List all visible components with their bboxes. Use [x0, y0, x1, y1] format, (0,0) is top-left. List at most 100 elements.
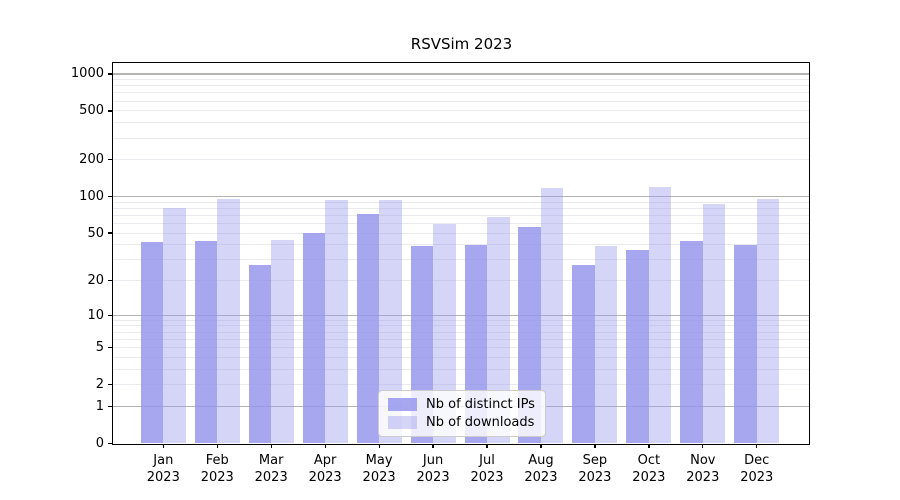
gridline-y-300 [113, 137, 809, 139]
gridline-y-5 [113, 347, 809, 348]
x-tick-nov [702, 443, 704, 448]
bar-nb-of-downloads-dec [756, 198, 780, 444]
bar-nb-of-distinct-ips-oct [626, 250, 649, 444]
bar-nb-of-distinct-ips-mar [248, 265, 272, 444]
chart-title: RSVSim 2023 [410, 35, 513, 53]
bar-nb-of-distinct-ips-apr [302, 233, 326, 444]
y-tick-label-50: 50 [87, 225, 104, 241]
bar-nb-of-downloads-jun [433, 224, 456, 444]
x-tick-may [378, 443, 380, 448]
gridline-y-10 [113, 314, 809, 316]
gridline-y-800 [113, 85, 809, 87]
x-tick-mar [270, 443, 272, 448]
y-tick-label-10: 10 [87, 307, 104, 323]
x-tick-label-feb: Feb 2023 [200, 453, 234, 485]
gridline-y-200 [113, 159, 809, 161]
legend-swatch-downloads [388, 416, 417, 429]
x-tick-apr [324, 443, 326, 448]
y-tick-50 [108, 232, 112, 234]
x-tick-label-jul: Jul 2023 [470, 453, 504, 485]
gridline-y-9 [113, 319, 809, 321]
bar-nb-of-distinct-ips-feb [194, 240, 218, 444]
gridline-y-100 [113, 195, 809, 198]
bar-nb-of-distinct-ips-dec [734, 244, 757, 444]
y-tick-10 [108, 314, 112, 316]
gridline-y-1000 [113, 73, 809, 75]
plot-area [112, 62, 810, 445]
x-tick-label-jun: Jun 2023 [416, 453, 450, 485]
x-tick-sep [594, 443, 596, 448]
bar-nb-of-distinct-ips-jan [140, 242, 164, 444]
y-tick-label-2: 2 [95, 377, 104, 393]
bar-nb-of-downloads-aug [540, 188, 564, 444]
x-tick-label-dec: Dec 2023 [740, 453, 774, 485]
legend-item-distinct-ips: Nb of distinct IPs [388, 396, 536, 412]
y-tick-200 [108, 159, 112, 161]
gridline-y-8 [113, 325, 809, 327]
y-tick-label-1: 1 [95, 398, 104, 414]
gridline-y-3 [113, 368, 809, 370]
bar-nb-of-distinct-ips-may [356, 213, 380, 444]
gridline-y-30 [113, 259, 809, 261]
x-tick-feb [216, 443, 218, 448]
bar-nb-of-downloads-nov [702, 203, 726, 444]
bar-nb-of-downloads-sep [594, 246, 618, 444]
x-tick-label-mar: Mar 2023 [254, 453, 288, 485]
x-tick-label-apr: Apr 2023 [308, 453, 342, 485]
y-tick-20 [108, 279, 112, 282]
legend: Nb of distinct IPs Nb of downloads [378, 390, 546, 437]
y-tick-label-5: 5 [95, 340, 104, 355]
legend-item-downloads: Nb of downloads [388, 414, 536, 430]
bar-nb-of-downloads-apr [325, 199, 348, 444]
y-tick-5 [108, 346, 112, 349]
x-tick-label-oct: Oct 2023 [632, 453, 666, 485]
x-tick-aug [540, 443, 542, 448]
gridline-y-7 [113, 331, 809, 333]
gridline-y-20 [113, 280, 809, 282]
x-tick-label-aug: Aug 2023 [524, 453, 558, 485]
gridline-y-600 [113, 100, 809, 102]
y-tick-1 [108, 405, 112, 407]
gridline-y-6 [113, 338, 809, 340]
y-tick-1000 [108, 73, 112, 75]
x-tick-label-sep: Sep 2023 [578, 453, 612, 485]
gridline-y-900 [113, 79, 809, 81]
bar-nb-of-downloads-jul [487, 216, 510, 444]
gridline-y-400 [113, 122, 809, 124]
y-tick-label-200: 200 [79, 152, 104, 168]
bar-nb-of-distinct-ips-nov [680, 240, 703, 444]
x-tick-label-jan: Jan 2023 [146, 453, 180, 485]
gridline-y-50 [113, 232, 809, 234]
gridline-y-2 [113, 384, 809, 386]
gridline-y-4 [113, 356, 809, 358]
legend-swatch-distinct-ips [388, 398, 417, 411]
x-tick-label-nov: Nov 2023 [686, 453, 720, 485]
bar-nb-of-distinct-ips-aug [518, 227, 541, 444]
legend-label-downloads: Nb of downloads [426, 414, 535, 430]
y-tick-label-500: 500 [79, 103, 104, 119]
bar-nb-of-downloads-jan [163, 208, 186, 444]
gridline-y-700 [113, 92, 809, 94]
y-tick-label-100: 100 [79, 189, 104, 205]
legend-label-distinct-ips: Nb of distinct IPs [426, 396, 535, 412]
y-tick-500 [108, 110, 112, 112]
y-tick-label-20: 20 [87, 273, 104, 289]
x-tick-oct [648, 443, 650, 448]
x-tick-jan [162, 443, 164, 448]
x-tick-jul [486, 443, 488, 448]
y-tick-0 [108, 442, 112, 444]
y-tick-100 [108, 195, 112, 198]
gridline-y-40 [113, 244, 809, 246]
x-tick-dec [756, 443, 758, 448]
bar-nb-of-downloads-may [379, 199, 402, 444]
gridline-y-80 [113, 207, 809, 209]
bar-nb-of-distinct-ips-sep [572, 265, 595, 444]
gridline-y-70 [113, 214, 809, 216]
bar-nb-of-downloads-mar [271, 239, 294, 444]
x-tick-label-may: May 2023 [362, 453, 396, 485]
gridline-y-60 [113, 223, 809, 225]
x-tick-jun [432, 443, 434, 448]
y-tick-2 [108, 383, 112, 386]
bar-nb-of-downloads-oct [648, 186, 672, 444]
gridline-y-90 [113, 201, 809, 203]
